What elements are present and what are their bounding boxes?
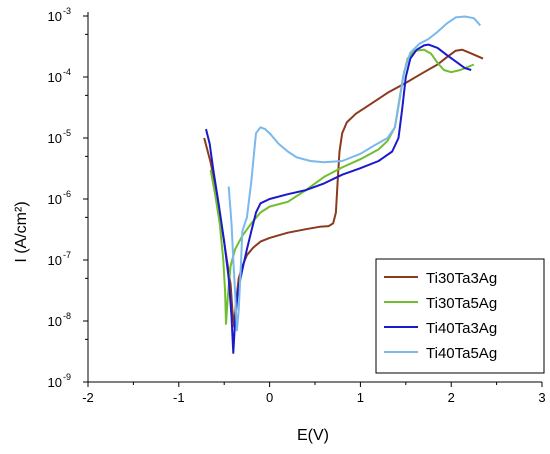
series-layer [203,15,484,354]
series-line-Ti30Ta3Ag [203,48,484,328]
y-tick-label: 10 [48,253,62,268]
series-line-Ti40Ta5Ag [227,15,482,332]
legend-entry-label: Ti30Ta3Ag [426,270,497,287]
y-tick-exponent: -5 [63,128,71,138]
x-tick-label: -2 [82,390,94,405]
x-tick-label: 1 [357,390,364,405]
y-tick-exponent: -4 [63,67,71,77]
y-tick-exponent: -8 [63,311,71,321]
x-tick-label: -1 [173,390,185,405]
y-tick-exponent: -7 [63,250,71,260]
y-tick-label: 10 [48,70,62,85]
series-line-Ti40Ta3Ag [205,43,472,354]
x-axis-label: E(V) [297,427,329,444]
series-line-Ti30Ta5Ag [209,48,475,325]
legend-entry-label: Ti40Ta5Ag [426,345,497,362]
y-tick-exponent: -3 [63,6,71,16]
y-tick-label: 10 [48,192,62,207]
axis-layer: -2 -1 0 1 2 310-910-810-710-610-510-410-3 [48,6,546,405]
x-tick-label: 2 [448,390,455,405]
y-tick-label: 10 [48,314,62,329]
legend-entry-label: Ti30Ta5Ag [426,295,497,312]
y-axis-label: I (A/cm²) [13,201,30,262]
y-tick-label: 10 [48,9,62,24]
x-tick-label: 0 [266,390,273,405]
legend: Ti30Ta3Ag Ti30Ta5Ag Ti40Ta3Ag Ti40Ta5Ag [375,258,545,374]
y-tick-label: 10 [48,131,62,146]
legend-entry-label: Ti40Ta3Ag [426,320,497,337]
y-tick-label: 10 [48,375,62,390]
x-tick-label: 3 [538,390,545,405]
y-tick-exponent: -9 [63,372,71,382]
y-tick-exponent: -6 [63,189,71,199]
